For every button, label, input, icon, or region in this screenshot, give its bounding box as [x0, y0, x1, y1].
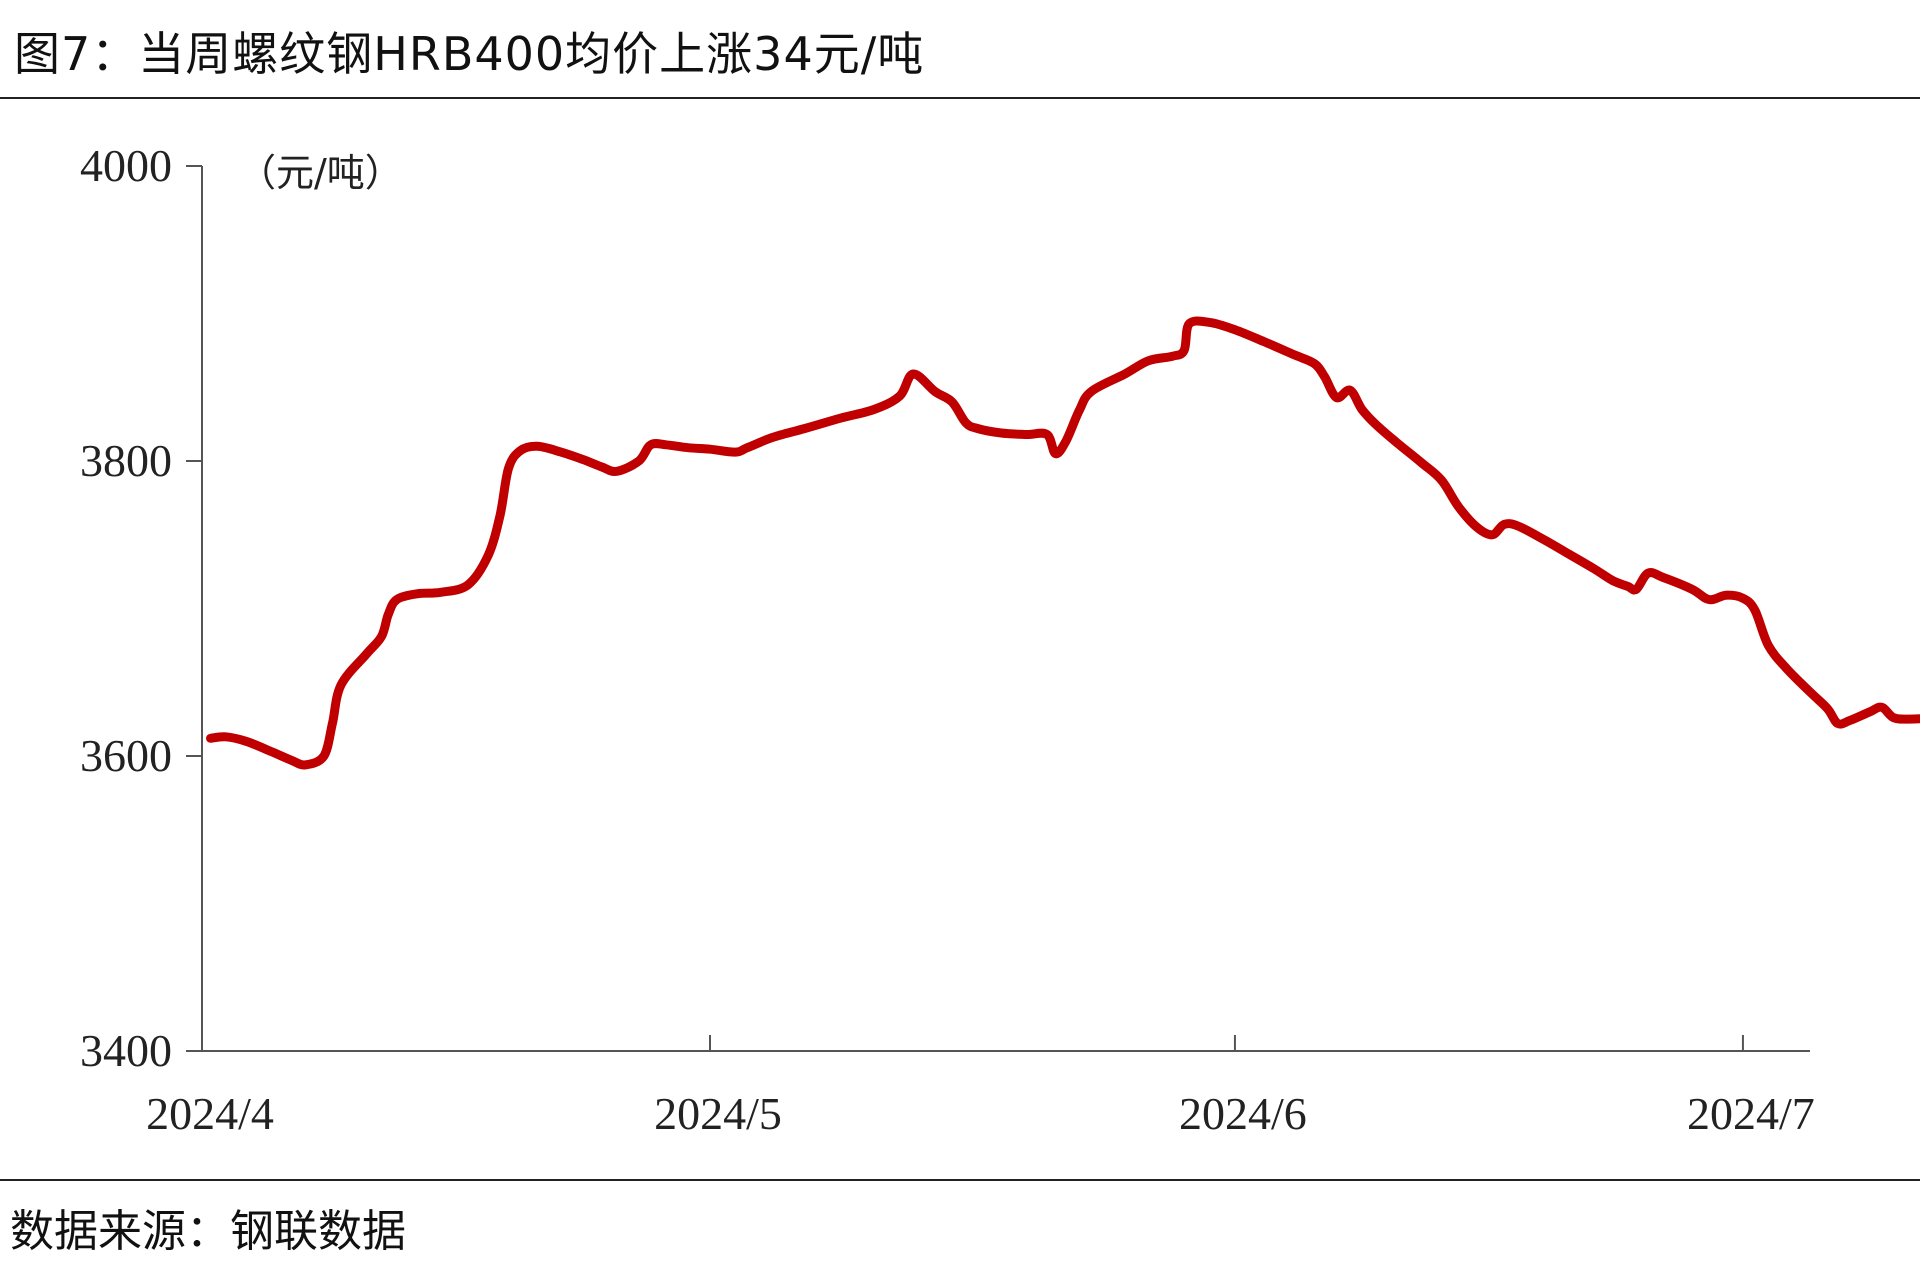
y-tick-label: 3800: [80, 435, 172, 486]
bottom-divider: [0, 1179, 1920, 1181]
y-tick-label: 3600: [80, 730, 172, 781]
x-tick-label: 2024/5: [654, 1088, 782, 1139]
x-tick-label: 2024/6: [1179, 1088, 1307, 1139]
price-line-series-0: [206, 316, 1920, 770]
axes: [201, 166, 1810, 1052]
chart-title: 图7：当周螺纹钢HRB400均价上涨34元/吨: [14, 27, 925, 81]
y-axis-ticks: 3400 3600 3800 4000: [80, 140, 202, 1076]
y-tick-label: 4000: [80, 140, 172, 191]
y-tick-label: 3400: [80, 1025, 172, 1076]
top-divider: [0, 97, 1920, 99]
unit-label: （元/吨）: [238, 151, 403, 195]
series-group: [206, 316, 1920, 770]
x-tick-label: 2024/7: [1687, 1088, 1815, 1139]
x-axis-ticks: 2024/4 2024/5 2024/6 2024/7: [146, 1035, 1815, 1139]
x-tick-label: 2024/4: [146, 1088, 274, 1139]
data-source-note: 数据来源：钢联数据: [10, 1206, 406, 1257]
